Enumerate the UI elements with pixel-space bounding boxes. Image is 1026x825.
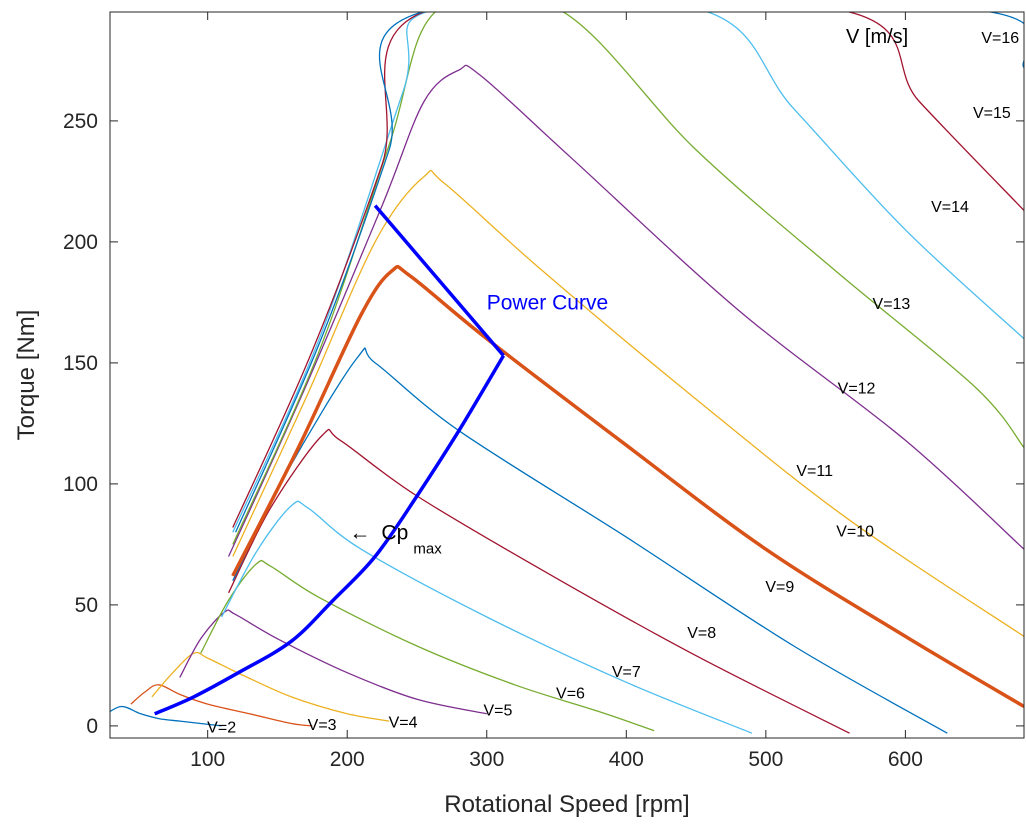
curve-label-v-16: V=16 bbox=[981, 30, 1019, 47]
curve-label-v-15: V=15 bbox=[973, 105, 1011, 122]
curve-label-v-14: V=14 bbox=[931, 199, 969, 216]
x-tick-label: 200 bbox=[330, 748, 365, 771]
series-line-v-11 bbox=[232, 169, 1024, 637]
curve-label-layer: V=2 V=3 V=4 V=5 V=6 V=7 V=8 V=9 V=10 V=11 V=12 V=13… bbox=[207, 30, 1019, 737]
series-line-v-5 bbox=[179, 609, 487, 715]
curve-label-v-3: V=3 bbox=[308, 717, 337, 734]
curve-label-v-10: V=10 bbox=[836, 524, 874, 541]
x-tick-label: 400 bbox=[609, 748, 644, 771]
curve-label-v-12: V=12 bbox=[838, 381, 876, 398]
y-axis-label: Torque [Nm] bbox=[13, 310, 40, 441]
series-layer bbox=[110, 12, 1024, 734]
x-tick-label: 600 bbox=[888, 748, 923, 771]
curve-label-v-8: V=8 bbox=[687, 625, 716, 642]
series-line-v-4 bbox=[151, 651, 390, 722]
series-line-v-12 bbox=[228, 64, 1024, 557]
cp-main-text: Cp bbox=[381, 521, 408, 544]
series-line-v-13 bbox=[232, 12, 1024, 545]
cp-arrow-glyph: ← bbox=[349, 521, 370, 544]
y-tick-label: 50 bbox=[75, 594, 98, 617]
plot-background bbox=[110, 12, 1024, 738]
plot-frame bbox=[109, 11, 1025, 739]
x-tick-label: 500 bbox=[748, 748, 783, 771]
cp-subscript-text: max bbox=[413, 540, 442, 557]
power-curve-line bbox=[373, 204, 505, 357]
curve-label-v-11: V=11 bbox=[796, 463, 833, 480]
y-tick-label: 150 bbox=[63, 352, 98, 375]
axes-layer: 100 200 300 400 500 600 0 50 100 150 200 250 bbox=[63, 12, 1024, 771]
curve-label-v-4: V=4 bbox=[389, 715, 418, 732]
y-tick-label: 100 bbox=[63, 473, 98, 496]
series-line-v-2 bbox=[110, 705, 222, 727]
x-tick-label: 100 bbox=[190, 748, 225, 771]
y-tick-label: 250 bbox=[63, 110, 98, 133]
curve-label-v-6: V=6 bbox=[556, 686, 585, 703]
curve-label-v-9: V=9 bbox=[765, 579, 794, 596]
curve-label-v-5: V=5 bbox=[483, 703, 512, 720]
power-curve-label: Power Curve bbox=[487, 292, 608, 315]
cp-max-curve bbox=[154, 354, 506, 716]
curve-label-v-2: V=2 bbox=[207, 720, 236, 737]
x-tick-label: 300 bbox=[469, 748, 504, 771]
legend-title: V [m/s] bbox=[846, 26, 908, 48]
y-tick-label: 200 bbox=[63, 231, 98, 254]
y-tick-label: 0 bbox=[86, 715, 98, 738]
x-axis-label: Rotational Speed [rpm] bbox=[444, 791, 689, 818]
series-line-v-6 bbox=[200, 559, 655, 732]
curve-label-v-7: V=7 bbox=[612, 664, 641, 681]
series-line-v-15 bbox=[232, 12, 1024, 528]
series-line-v-14 bbox=[232, 12, 1024, 533]
series-line-v-16 bbox=[235, 12, 1024, 533]
curve-label-v-13: V=13 bbox=[873, 296, 911, 313]
series-line-v-7 bbox=[221, 500, 753, 734]
